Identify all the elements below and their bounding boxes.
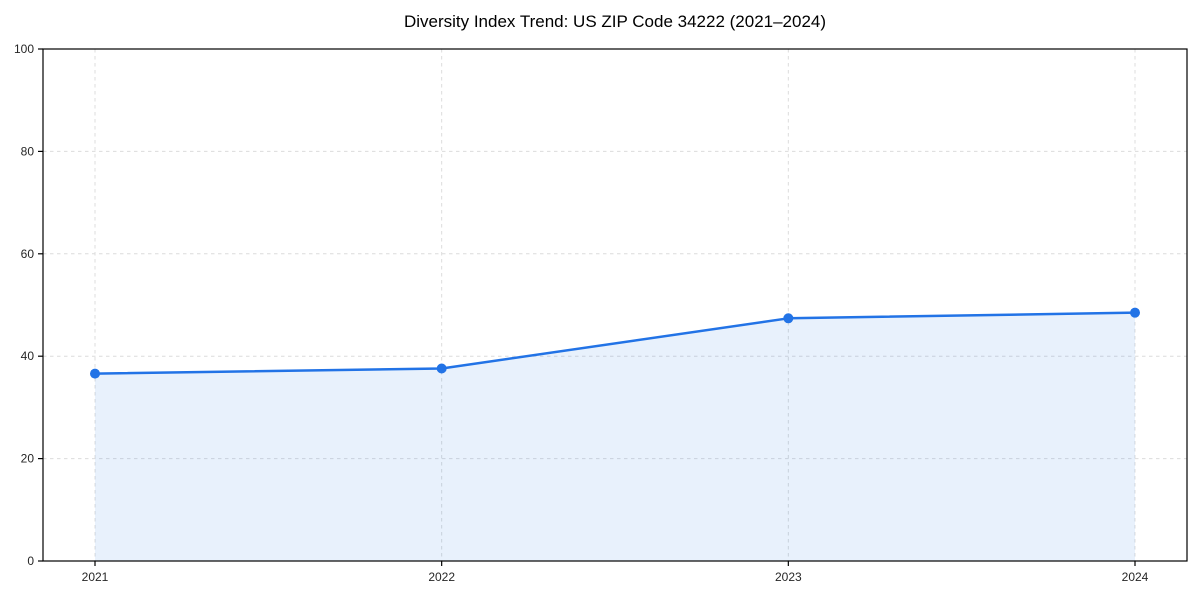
x-tick-label: 2022 <box>428 570 455 584</box>
x-tick-label: 2021 <box>82 570 109 584</box>
data-point-2024 <box>1130 307 1140 318</box>
y-tick-label: 100 <box>14 42 34 56</box>
y-tick-label: 80 <box>21 144 35 158</box>
y-tick-label: 60 <box>21 247 35 261</box>
trend-line <box>93 311 1137 375</box>
x-tick-label: 2023 <box>775 570 802 584</box>
data-point-2022 <box>436 363 447 374</box>
y-tick-label: 20 <box>21 452 35 466</box>
x-tick-label: 2024 <box>1122 570 1149 584</box>
plot-area: 0 20 40 60 80 100 2021 2022 2023 2024 <box>14 42 1188 584</box>
data-point-2023 <box>783 313 794 324</box>
y-tick-label: 0 <box>27 554 34 568</box>
chart-title: Diversity Index Trend: US ZIP Code 34222… <box>404 12 826 31</box>
plot-border <box>42 48 1188 562</box>
y-tick-label: 40 <box>21 349 35 363</box>
data-point-2021 <box>90 368 100 379</box>
plot-background <box>43 49 1187 561</box>
area-fill <box>95 312 1135 561</box>
